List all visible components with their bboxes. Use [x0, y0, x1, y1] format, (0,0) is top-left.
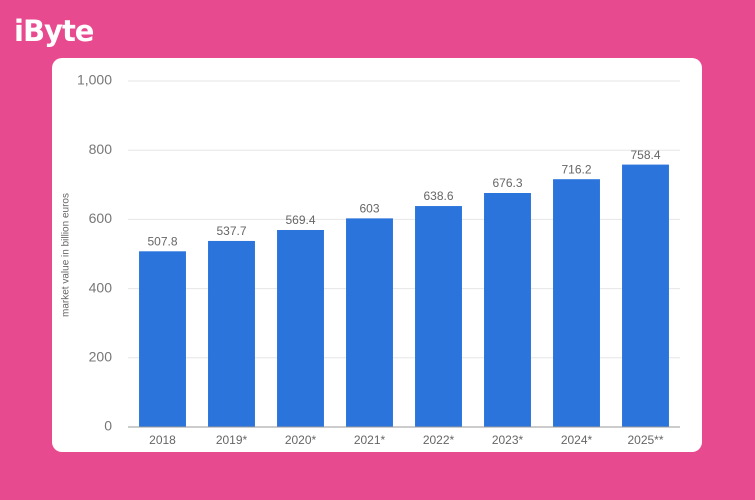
- value-label: 716.2: [561, 162, 591, 176]
- value-label: 507.8: [147, 234, 177, 248]
- value-label: 676.3: [492, 176, 522, 190]
- x-tick-label: 2022*: [423, 433, 455, 447]
- y-tick-label: 400: [89, 279, 113, 295]
- bar: [208, 240, 255, 427]
- bar: [484, 193, 531, 427]
- y-tick-label: 1,000: [77, 72, 112, 88]
- x-tick-label: 2024*: [561, 433, 593, 447]
- logo: iByte: [14, 14, 94, 48]
- bar: [553, 179, 600, 427]
- bar: [139, 251, 186, 427]
- bar: [622, 164, 669, 427]
- x-tick-label: 2018: [149, 433, 176, 447]
- bar: [277, 229, 324, 427]
- x-tick-label: 2021*: [354, 433, 386, 447]
- bar: [346, 218, 393, 427]
- y-axis-label: market value in billion euros: [61, 193, 72, 317]
- y-tick-label: 0: [104, 418, 112, 434]
- value-label: 537.7: [216, 224, 246, 238]
- y-tick-label: 200: [89, 349, 113, 365]
- x-tick-label: 2019*: [216, 433, 248, 447]
- value-label: 758.4: [630, 148, 660, 162]
- value-label: 638.6: [423, 189, 453, 203]
- y-tick-label: 600: [89, 210, 113, 226]
- value-label: 569.4: [285, 213, 315, 227]
- value-label: 603: [359, 202, 379, 216]
- bar: [415, 206, 462, 427]
- y-tick-label: 800: [89, 141, 113, 157]
- x-tick-label: 2023*: [492, 433, 524, 447]
- x-tick-label: 2025**: [627, 433, 663, 447]
- x-tick-label: 2020*: [285, 433, 317, 447]
